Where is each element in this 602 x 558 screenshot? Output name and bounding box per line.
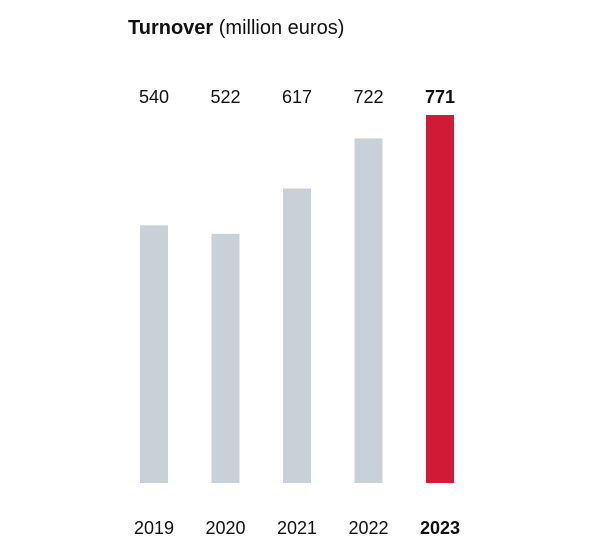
category-label-2022: 2022 (348, 518, 388, 538)
value-label-2023: 771 (425, 87, 455, 107)
value-label-2019: 540 (139, 87, 169, 107)
category-label-2021: 2021 (277, 518, 317, 538)
category-label-2020: 2020 (205, 518, 245, 538)
category-label-2023: 2023 (420, 518, 460, 538)
value-label-2022: 722 (353, 87, 383, 107)
bar-2023 (426, 115, 454, 483)
value-label-2020: 522 (210, 87, 240, 107)
chart-title: Turnover (million euros) (128, 15, 344, 41)
bar-2021 (283, 188, 311, 483)
chart-title-main: Turnover (128, 17, 214, 39)
bar-2020 (211, 233, 240, 483)
category-label-2019: 2019 (134, 518, 174, 538)
chart-title-unit: (million euros) (218, 17, 345, 39)
bar-2022 (354, 138, 383, 483)
bar-2019 (140, 225, 168, 484)
value-label-2021: 617 (282, 87, 312, 107)
